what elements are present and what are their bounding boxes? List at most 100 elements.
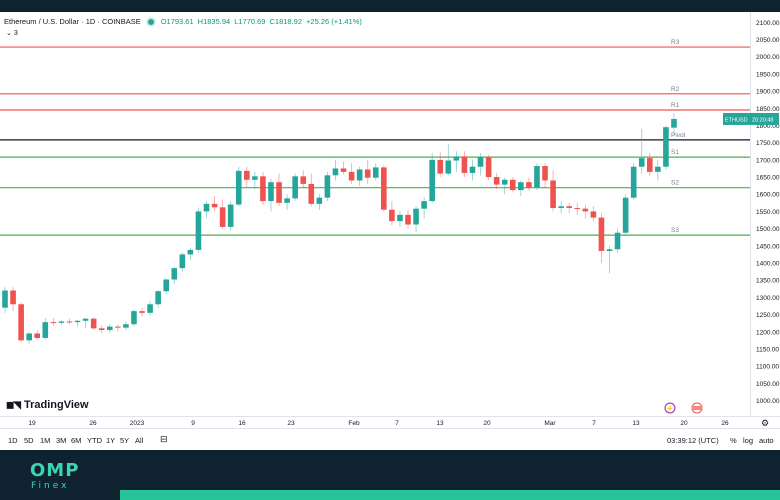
candle-body (493, 177, 500, 185)
candle-body (655, 166, 661, 172)
pivot-label-r2: R2 (671, 86, 680, 93)
candle-body (179, 254, 186, 269)
time-tick-label: 26 (721, 420, 729, 427)
candle-body (630, 166, 637, 198)
time-tick-label: 23 (287, 420, 295, 427)
candle-body (284, 198, 290, 203)
range-1d-button[interactable]: 1D (8, 436, 18, 445)
chart-area[interactable]: 1000.00 1050.00 1100.00 1150.00 1200.00 1250.… (0, 12, 780, 428)
ohlc-low: L1770.69 (234, 17, 266, 26)
log-scale-toggle[interactable]: log (743, 436, 754, 445)
candle-body (139, 311, 145, 313)
range-5d-button[interactable]: 5D (24, 436, 34, 445)
price-tick-label: 1000.00 (756, 398, 780, 405)
tradingview-mark-icon: ◼◥ (6, 399, 21, 411)
range-1m-button[interactable]: 1M (40, 436, 51, 445)
candle-body (534, 166, 540, 188)
candle-body (389, 209, 395, 222)
candle-body (50, 322, 57, 324)
candle-body (469, 166, 476, 173)
indicators-count: 3 (13, 30, 18, 37)
candle-body (590, 211, 597, 218)
percent-scale-toggle[interactable]: % (730, 436, 737, 445)
ohlc-high: H1835.94 (197, 17, 231, 26)
candle-body (219, 207, 226, 227)
candle-body (235, 170, 242, 205)
market-status-icon (147, 18, 154, 25)
candle-body (82, 318, 89, 321)
pivot-label-s3: S3 (671, 227, 679, 234)
candle-body (558, 206, 564, 208)
candle-body (74, 320, 81, 323)
price-tick-label: 1050.00 (756, 381, 780, 388)
lightning-icon: ⚡ (666, 405, 673, 413)
candle-body (429, 159, 435, 202)
candle-body (131, 311, 137, 325)
chart-legend: Ethereum / U.S. Dollar · 1D · COINBASE O… (4, 17, 362, 26)
gear-icon[interactable]: ⚙ (761, 418, 769, 428)
price-chart[interactable]: 1000.00 1050.00 1100.00 1150.00 1200.00 1250.… (0, 12, 780, 428)
candle-body (606, 249, 613, 251)
last-price-tag (723, 112, 779, 125)
ohlc-open: O1793.61 (160, 17, 194, 26)
tradingview-logo[interactable]: ◼◥ TradingView (6, 399, 89, 411)
time-tick-label: 2023 (130, 420, 145, 427)
candle-body (324, 175, 331, 198)
indicators-toggle[interactable]: ⌄ 3 (6, 29, 18, 37)
bottom-toolbar: 1D 5D 1M 3M 6M YTD 1Y 5Y All ⊟ 03:39:12 … (0, 428, 780, 450)
candle-body (187, 249, 194, 255)
time-tick-label: 7 (592, 420, 596, 427)
candle-body (123, 324, 129, 328)
range-all-button[interactable]: All (135, 436, 144, 445)
price-tick-label: 1350.00 (756, 278, 780, 285)
candle-body (292, 176, 298, 199)
time-tick-label: 7 (395, 420, 399, 427)
range-3m-button[interactable]: 3M (56, 436, 67, 445)
price-tick-label: 1400.00 (756, 260, 780, 267)
time-tick-label: 20 (680, 420, 688, 427)
candle-body (372, 167, 379, 178)
candle-body (276, 182, 282, 203)
candle-body (485, 157, 492, 178)
pivot-label-s2: S2 (671, 180, 679, 187)
candle-body (542, 166, 548, 181)
time-tick-label: 9 (191, 420, 195, 427)
candle-body (66, 321, 73, 323)
time-tick-label: 16 (238, 420, 246, 427)
candle-body (211, 203, 218, 208)
candle-body (332, 168, 339, 176)
candle-body (260, 176, 266, 202)
candle-body (518, 182, 524, 191)
candle-body (308, 183, 315, 204)
candle-body (203, 203, 210, 212)
candle-body (453, 156, 460, 161)
time-tick-label: Feb (348, 420, 360, 427)
last-price-countdown: 20:20:48 (752, 117, 773, 123)
candle-body (364, 169, 371, 178)
chevron-down-icon: ⌄ (6, 30, 12, 37)
time-tick-label: 26 (89, 420, 97, 427)
candle-body (348, 171, 355, 181)
candle-body (574, 207, 581, 209)
candle-body (227, 204, 234, 227)
pivot-label-pivot: Pivot (671, 132, 686, 139)
price-tick-label: 1200.00 (756, 329, 780, 336)
price-tick-label: 1700.00 (756, 157, 780, 164)
price-tick-label: 1100.00 (756, 364, 779, 371)
price-tick-label: 1900.00 (756, 89, 780, 96)
range-ytd-button[interactable]: YTD (87, 436, 102, 445)
range-1y-button[interactable]: 1Y (106, 436, 116, 445)
auto-scale-toggle[interactable]: auto (759, 436, 774, 445)
range-5y-button[interactable]: 5Y (120, 436, 130, 445)
candle-body (268, 182, 274, 202)
candle-body (244, 170, 250, 180)
date-range-calendar-icon[interactable]: ⊟ (160, 434, 168, 444)
candle-body (163, 279, 169, 292)
range-6m-button[interactable]: 6M (71, 436, 82, 445)
ohlc-change: +25.26 (+1.41%) (306, 17, 362, 26)
price-tick-label: 1950.00 (756, 71, 780, 78)
site-footer: OMP Finex (0, 450, 780, 500)
utc-clock[interactable]: 03:39:12 (UTC) (667, 436, 719, 445)
candle-body (526, 182, 532, 188)
time-tick-label: 20 (483, 420, 491, 427)
